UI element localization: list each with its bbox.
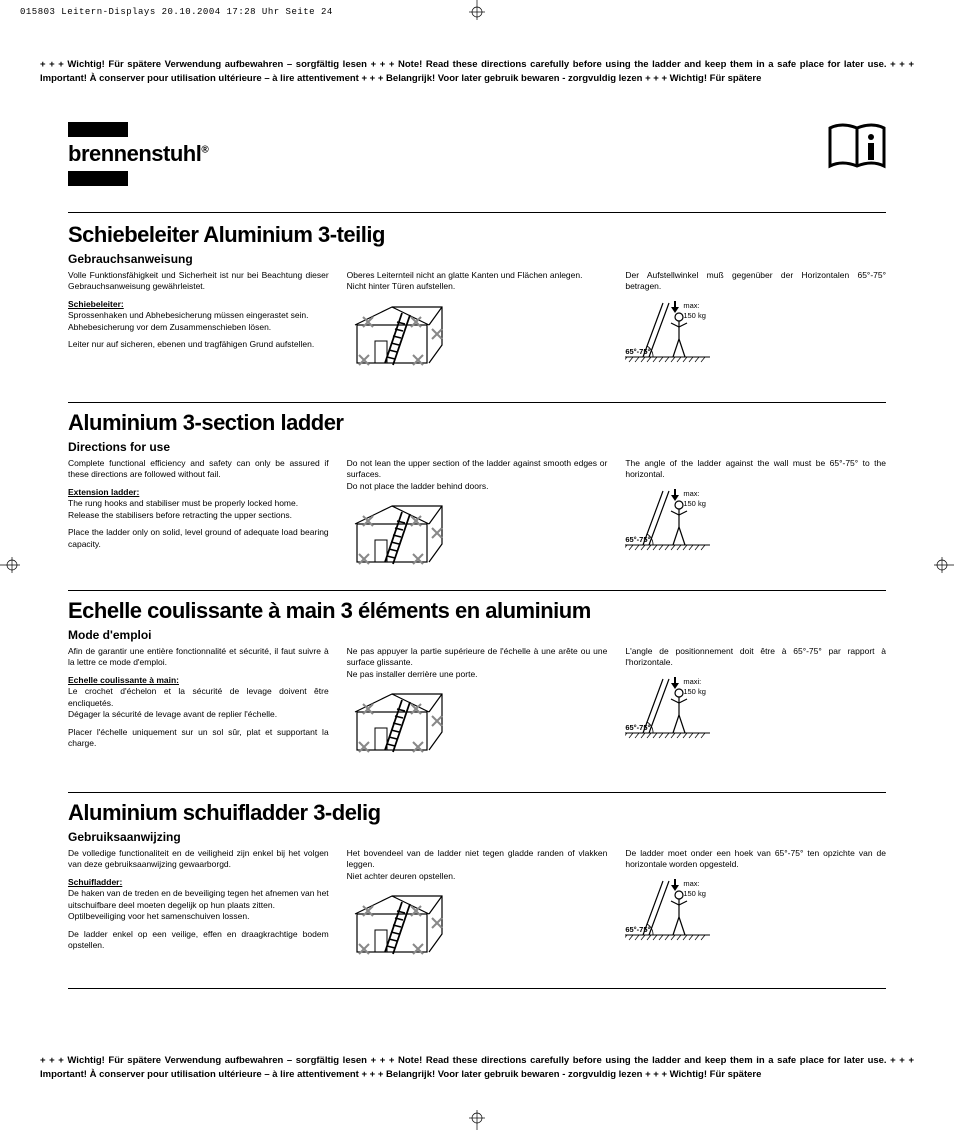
- section-title: Aluminium schuifladder 3-delig: [68, 800, 886, 826]
- registration-mark-top: [469, 0, 485, 20]
- column-2: Do not lean the upper section of the lad…: [347, 458, 608, 574]
- max-weight-label: max:150 kg: [683, 489, 706, 509]
- column-2: Ne pas appuyer la partie supérieure de l…: [347, 646, 608, 762]
- lean-warning-text: Do not lean the upper section of the lad…: [347, 458, 608, 492]
- logo-text: brennenstuhl®: [68, 141, 208, 167]
- section-subtitle: Mode d'emploi: [68, 628, 886, 642]
- max-weight-label: max:150 kg: [683, 879, 706, 899]
- logo-bar-bottom: [68, 171, 128, 186]
- angle-text: L'angle de positionnement doit être à 65…: [625, 646, 886, 669]
- angle-range-label: 65°-75°: [625, 535, 650, 545]
- angle-text: The angle of the ladder against the wall…: [625, 458, 886, 481]
- warning-banner-bottom: + + + Wichtig! Für spätere Verwendung au…: [40, 1054, 914, 1083]
- print-job-header: 015803 Leitern-Displays 20.10.2004 17:28…: [20, 7, 333, 17]
- angle-text: De ladder moet onder een hoek van 65°-75…: [625, 848, 886, 871]
- ladder-type-label: Schiebeleiter:Sprossenhaken und Abhebesi…: [68, 299, 329, 333]
- placement-text: De ladder enkel op een veilige, effen en…: [68, 929, 329, 952]
- max-weight-label: maxi:150 kg: [683, 677, 706, 697]
- house-ladder-diagram: [347, 498, 608, 573]
- column-3: The angle of the ladder against the wall…: [625, 458, 886, 574]
- ladder-type-label: Echelle coulissante à main:Le crochet d'…: [68, 675, 329, 721]
- registration-mark-bottom: [469, 1110, 485, 1130]
- angle-range-label: 65°-75°: [625, 347, 650, 357]
- section-subtitle: Directions for use: [68, 440, 886, 454]
- warning-banner-top: + + + Wichtig! Für spätere Verwendung au…: [40, 58, 914, 87]
- column-2: Oberes Leiternteil nicht an glatte Kante…: [347, 270, 608, 374]
- angle-weight-diagram: maxi:150 kg 65°-75°: [625, 675, 886, 744]
- angle-range-label: 65°-75°: [625, 925, 650, 935]
- section-divider: [68, 212, 886, 213]
- section-subtitle: Gebruiksaanwijzing: [68, 830, 886, 844]
- angle-weight-diagram: max:150 kg 65°-75°: [625, 877, 886, 946]
- section-title: Echelle coulissante à main 3 éléments en…: [68, 598, 886, 624]
- instruction-section: Echelle coulissante à main 3 éléments en…: [68, 598, 886, 762]
- section-divider: [68, 988, 886, 989]
- column-1: De volledige functionaliteit en de veili…: [68, 848, 329, 964]
- placement-text: Place the ladder only on solid, level gr…: [68, 527, 329, 550]
- section-title: Aluminium 3-section ladder: [68, 410, 886, 436]
- section-subtitle: Gebrauchsanweisung: [68, 252, 886, 266]
- ladder-type-label: Schuifladder:De haken van de treden en d…: [68, 877, 329, 923]
- column-2: Het bovendeel van de ladder niet tegen g…: [347, 848, 608, 964]
- section-divider: [68, 402, 886, 403]
- section-title: Schiebeleiter Aluminium 3-teilig: [68, 222, 886, 248]
- instruction-section: Aluminium 3-section ladder Directions fo…: [68, 410, 886, 574]
- logo-bar-top: [68, 122, 128, 137]
- angle-weight-diagram: max:150 kg 65°-75°: [625, 487, 886, 556]
- intro-text: Volle Funktionsfähigkeit und Sicherheit …: [68, 270, 329, 293]
- house-ladder-diagram: [347, 299, 608, 374]
- brand-logo: brennenstuhl®: [68, 122, 208, 186]
- manual-book-icon: [828, 122, 886, 172]
- instruction-section: Schiebeleiter Aluminium 3-teilig Gebrauc…: [68, 222, 886, 374]
- instruction-section: Aluminium schuifladder 3-delig Gebruiksa…: [68, 800, 886, 964]
- lean-warning-text: Ne pas appuyer la partie supérieure de l…: [347, 646, 608, 680]
- house-ladder-diagram: [347, 686, 608, 761]
- intro-text: Afin de garantir une entière fonctionnal…: [68, 646, 329, 669]
- registration-mark-right: [934, 557, 954, 573]
- house-ladder-diagram: [347, 888, 608, 963]
- placement-text: Placer l'échelle uniquement sur un sol s…: [68, 727, 329, 750]
- column-3: L'angle de positionnement doit être à 65…: [625, 646, 886, 762]
- section-divider: [68, 792, 886, 793]
- intro-text: De volledige functionaliteit en de veili…: [68, 848, 329, 871]
- lean-warning-text: Oberes Leiternteil nicht an glatte Kante…: [347, 270, 608, 293]
- column-3: Der Aufstellwinkel muß gegenüber der Hor…: [625, 270, 886, 374]
- angle-weight-diagram: max:150 kg 65°-75°: [625, 299, 886, 368]
- max-weight-label: max:150 kg: [683, 301, 706, 321]
- placement-text: Leiter nur auf sicheren, ebenen und trag…: [68, 339, 329, 350]
- angle-range-label: 65°-75°: [625, 723, 650, 733]
- column-1: Afin de garantir une entière fonctionnal…: [68, 646, 329, 762]
- lean-warning-text: Het bovendeel van de ladder niet tegen g…: [347, 848, 608, 882]
- intro-text: Complete functional efficiency and safet…: [68, 458, 329, 481]
- ladder-type-label: Extension ladder:The rung hooks and stab…: [68, 487, 329, 521]
- column-1: Volle Funktionsfähigkeit und Sicherheit …: [68, 270, 329, 374]
- column-1: Complete functional efficiency and safet…: [68, 458, 329, 574]
- registration-mark-left: [0, 557, 20, 573]
- section-divider: [68, 590, 886, 591]
- column-3: De ladder moet onder een hoek van 65°-75…: [625, 848, 886, 964]
- angle-text: Der Aufstellwinkel muß gegenüber der Hor…: [625, 270, 886, 293]
